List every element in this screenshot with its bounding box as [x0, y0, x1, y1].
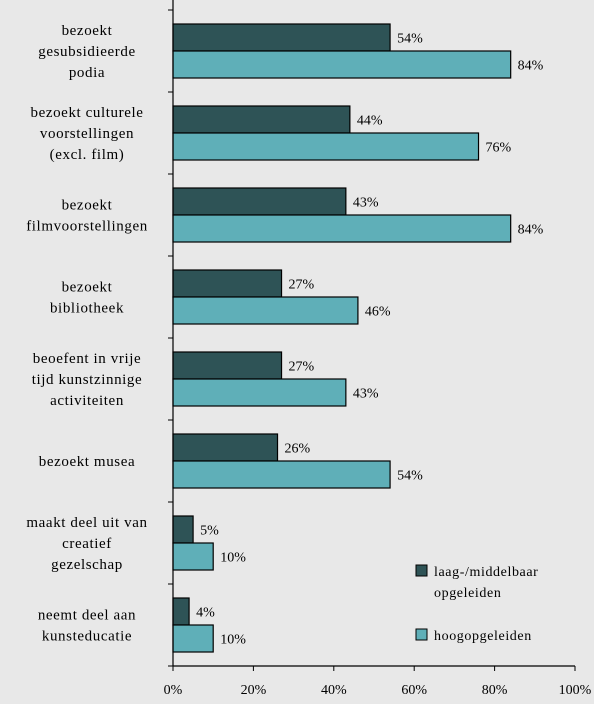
- legend-swatch: [415, 564, 428, 577]
- category-label: bezoekt: [62, 23, 113, 39]
- value-label: 43%: [353, 387, 379, 402]
- value-label: 54%: [397, 32, 423, 47]
- value-label: 54%: [397, 469, 423, 484]
- bar-hoog-5: [172, 460, 391, 489]
- category-label: neemt deel aan: [38, 608, 136, 624]
- value-label: 43%: [353, 196, 379, 211]
- bar-laag-middelbaar-5: [172, 433, 279, 462]
- x-tick-label: 20%: [241, 683, 267, 698]
- x-tick-label: 60%: [401, 683, 427, 698]
- category-label: bibliotheek: [50, 301, 124, 317]
- x-tick-label: 40%: [321, 683, 347, 698]
- bar-laag-middelbaar-7: [172, 597, 190, 626]
- category-label: voorstellingen: [40, 126, 134, 142]
- value-label: 26%: [285, 442, 311, 457]
- bar-laag-middelbaar-2: [172, 187, 347, 216]
- category-label: beoefent in vrije: [33, 351, 142, 367]
- bar-laag-middelbaar-4: [172, 351, 283, 380]
- bar-hoog-7: [172, 624, 214, 653]
- legend-label: laag-/middelbaar: [434, 565, 538, 580]
- value-label: 76%: [486, 141, 512, 156]
- value-label: 46%: [365, 305, 391, 320]
- bar-hoog-6: [172, 542, 214, 571]
- category-label: tijd kunstzinnige: [32, 372, 143, 388]
- legend-label: hoogopgeleiden: [434, 629, 532, 644]
- bar-hoog-4: [172, 378, 347, 407]
- x-tick-label: 0%: [164, 683, 183, 698]
- bar-laag-middelbaar-3: [172, 269, 283, 298]
- x-tick-label: 80%: [482, 683, 508, 698]
- category-label: activiteiten: [50, 393, 124, 409]
- value-label: 44%: [357, 114, 383, 129]
- category-label: maakt deel uit van: [26, 515, 147, 531]
- value-label: 27%: [289, 360, 315, 375]
- legend-label: opgeleiden: [434, 586, 501, 601]
- value-label: 4%: [196, 606, 215, 621]
- category-label: creatief: [62, 536, 112, 552]
- category-label: bezoekt: [62, 198, 113, 214]
- bar-laag-middelbaar-0: [172, 23, 391, 52]
- bar-hoog-0: [172, 50, 512, 79]
- category-label: bezoekt culturele: [30, 105, 143, 121]
- category-label: podia: [69, 65, 105, 81]
- bar-laag-middelbaar-1: [172, 105, 351, 134]
- x-tick-label: 100%: [559, 683, 592, 698]
- bar-hoog-3: [172, 296, 359, 325]
- bar-hoog-2: [172, 214, 512, 243]
- value-label: 84%: [518, 223, 544, 238]
- category-label: gesubsidieerde: [38, 44, 136, 60]
- category-label: filmvoorstellingen: [26, 219, 148, 235]
- value-label: 5%: [200, 524, 219, 539]
- category-label: (excl. film): [50, 147, 125, 163]
- bar-hoog-1: [172, 132, 480, 161]
- bar-laag-middelbaar-6: [172, 515, 194, 544]
- value-label: 10%: [220, 551, 246, 566]
- category-label: bezoekt: [62, 280, 113, 296]
- category-label: kunsteducatie: [42, 629, 132, 645]
- value-label: 10%: [220, 633, 246, 648]
- category-label: gezelschap: [51, 557, 123, 573]
- value-label: 27%: [289, 278, 315, 293]
- legend-swatch: [415, 628, 428, 641]
- value-label: 84%: [518, 59, 544, 74]
- category-label: bezoekt musea: [39, 454, 136, 470]
